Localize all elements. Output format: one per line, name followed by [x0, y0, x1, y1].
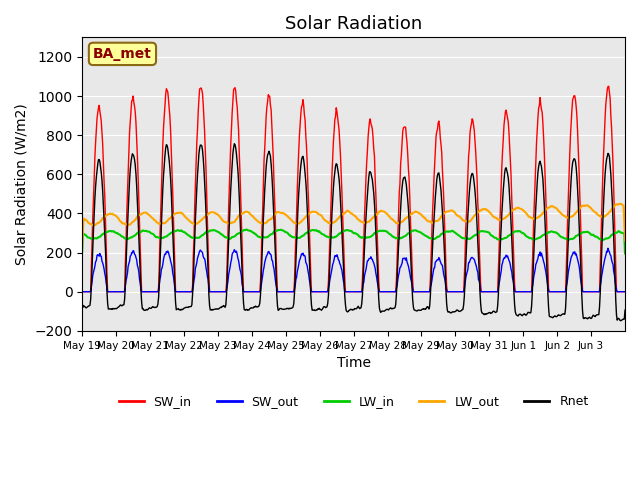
Title: Solar Radiation: Solar Radiation: [285, 15, 422, 33]
LW_in: [621, 251, 629, 256]
SW_out: [621, 289, 629, 295]
LW_in: [242, 227, 250, 233]
Line: LW_in: LW_in: [82, 229, 625, 253]
Rnet: [269, 200, 277, 206]
SW_out: [142, 289, 150, 295]
SW_in: [440, 197, 447, 203]
Line: LW_out: LW_out: [82, 204, 625, 247]
Rnet: [78, 300, 86, 305]
SW_out: [78, 289, 86, 295]
SW_in: [621, 289, 629, 295]
LW_out: [78, 244, 86, 250]
Rnet: [441, 252, 449, 257]
Line: Rnet: Rnet: [82, 144, 625, 321]
Rnet: [230, 141, 238, 146]
SW_in: [142, 289, 150, 295]
LW_out: [269, 215, 276, 220]
LW_out: [289, 219, 297, 225]
LW_in: [142, 228, 150, 234]
Rnet: [142, 307, 150, 312]
LW_in: [243, 227, 250, 232]
Line: SW_out: SW_out: [82, 248, 625, 292]
SW_in: [605, 84, 612, 89]
LW_in: [410, 228, 418, 233]
LW_out: [410, 210, 417, 216]
Rnet: [243, 307, 250, 312]
LW_in: [78, 250, 86, 255]
SW_out: [289, 289, 297, 295]
SW_out: [269, 258, 276, 264]
LW_out: [440, 211, 447, 216]
SW_out: [604, 245, 612, 251]
SW_out: [242, 289, 250, 295]
LW_in: [269, 230, 277, 236]
LW_out: [142, 210, 150, 216]
SW_in: [269, 138, 276, 144]
SW_in: [242, 289, 250, 295]
LW_out: [242, 209, 250, 215]
Rnet: [410, 307, 418, 312]
SW_in: [78, 289, 86, 295]
LW_in: [290, 234, 298, 240]
SW_in: [410, 289, 417, 295]
SW_out: [440, 272, 447, 278]
Legend: SW_in, SW_out, LW_in, LW_out, Rnet: SW_in, SW_out, LW_in, LW_out, Rnet: [113, 390, 593, 413]
Text: BA_met: BA_met: [93, 47, 152, 61]
Y-axis label: Solar Radiation (W/m2): Solar Radiation (W/m2): [15, 103, 29, 265]
X-axis label: Time: Time: [337, 356, 371, 370]
SW_in: [289, 289, 297, 295]
LW_out: [616, 201, 624, 206]
SW_out: [410, 289, 417, 295]
Line: SW_in: SW_in: [82, 86, 625, 292]
LW_out: [621, 238, 629, 243]
Rnet: [617, 318, 625, 324]
Rnet: [621, 307, 629, 313]
Rnet: [290, 301, 298, 307]
LW_in: [441, 230, 449, 236]
